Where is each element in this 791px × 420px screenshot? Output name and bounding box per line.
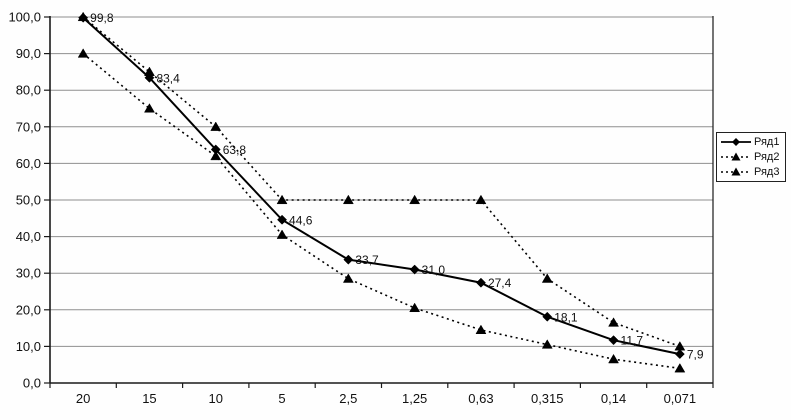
diamond-marker-Ряд1 — [674, 349, 685, 360]
triangle-marker-Ряд3 — [77, 48, 89, 58]
triangle-marker-Ряд3 — [276, 229, 288, 239]
data-label-Ряд1: 33,7 — [355, 253, 379, 267]
x-tick-label: 15 — [142, 391, 156, 406]
data-label-Ряд1: 63,8 — [223, 143, 247, 157]
y-tick-label: 90,0 — [16, 46, 41, 61]
y-tick-label: 60,0 — [16, 156, 41, 171]
x-tick-label: 2,5 — [339, 391, 357, 406]
x-tick-label: 0,63 — [468, 391, 493, 406]
triangle-marker-Ряд2 — [276, 194, 288, 205]
triangle-marker-Ряд3 — [342, 273, 354, 283]
triangle-marker-Ряд3 — [541, 339, 553, 349]
y-tick-label: 30,0 — [16, 266, 41, 281]
triangle-marker-Ряд2 — [608, 317, 619, 327]
y-tick-label: 10,0 — [16, 339, 41, 354]
triangle-marker-Ряд2 — [475, 194, 487, 205]
series-line-Ряд1 — [82, 16, 681, 356]
y-tick-label: 100,0 — [8, 10, 41, 25]
x-tick-label: 1,25 — [402, 391, 427, 406]
triangle-marker-Ряд3 — [475, 324, 487, 334]
series-line-Ряд3 — [82, 52, 680, 370]
triangle-marker-Ряд2 — [541, 273, 553, 283]
y-tick-label: 70,0 — [16, 119, 41, 134]
data-label-Ряд1: 31,0 — [422, 263, 446, 277]
triangle-marker-Ряд3 — [608, 353, 619, 364]
legend-item-Ряд3: Ряд3 — [721, 165, 782, 179]
x-tick-label: 10 — [209, 391, 223, 406]
legend-triangle-sample-icon — [721, 167, 751, 176]
triangle-marker-Ряд3 — [409, 302, 421, 313]
x-tick-label: 20 — [76, 391, 90, 406]
legend-label: Ряд3 — [754, 165, 780, 178]
y-tick-label: 0,0 — [23, 376, 41, 391]
diamond-marker-Ряд1 — [475, 277, 486, 288]
triangle-marker-Ряд3 — [210, 150, 222, 161]
y-tick-label: 20,0 — [16, 302, 41, 317]
diamond-marker-Ряд1 — [343, 254, 354, 265]
legend-item-Ряд1: Ряд1 — [721, 135, 782, 149]
x-tick-label: 0,14 — [601, 391, 626, 406]
y-tick-label: 40,0 — [16, 229, 41, 244]
data-label-Ряд1: 83,4 — [156, 71, 180, 85]
data-label-Ряд1: 99,8 — [90, 11, 114, 25]
triangle-marker-Ряд2 — [409, 194, 421, 205]
data-label-Ряд1: 11,7 — [621, 334, 644, 348]
legend-item-Ряд2: Ряд2 — [721, 150, 782, 164]
data-label-Ряд1: 27,4 — [488, 276, 512, 290]
diamond-marker-Ряд1 — [409, 264, 420, 275]
diamond-marker-Ряд1 — [542, 311, 553, 322]
triangle-marker-Ряд2 — [342, 194, 354, 205]
triangle-marker-Ряд2 — [77, 11, 89, 22]
triangle-marker-Ряд3 — [144, 103, 155, 113]
y-tick-label: 80,0 — [16, 83, 41, 98]
triangle-marker-Ряд2 — [674, 341, 686, 351]
series-line-Ряд2 — [82, 16, 681, 348]
x-tick-label: 0,315 — [531, 391, 564, 406]
data-label-Ряд1: 7,9 — [687, 348, 704, 362]
triangle-marker-Ряд2 — [210, 121, 222, 131]
x-tick-label: 0,071 — [664, 391, 697, 406]
legend-label: Ряд1 — [754, 136, 780, 149]
legend-triangle-sample-icon — [721, 152, 751, 161]
triangle-marker-Ряд3 — [674, 363, 686, 373]
legend: Ряд1 Ряд2 Ряд3 — [716, 132, 786, 182]
data-label-Ряд1: 18,1 — [554, 310, 578, 324]
legend-label: Ряд2 — [754, 150, 780, 163]
data-label-Ряд1: 44,6 — [289, 213, 313, 227]
y-tick-label: 50,0 — [16, 193, 41, 208]
triangle-marker-Ряд2 — [144, 66, 155, 76]
legend-diamond-sample-icon — [721, 138, 751, 147]
x-tick-label: 5 — [278, 391, 285, 406]
diamond-marker-Ряд1 — [277, 214, 288, 225]
diamond-marker-Ряд1 — [608, 335, 619, 346]
